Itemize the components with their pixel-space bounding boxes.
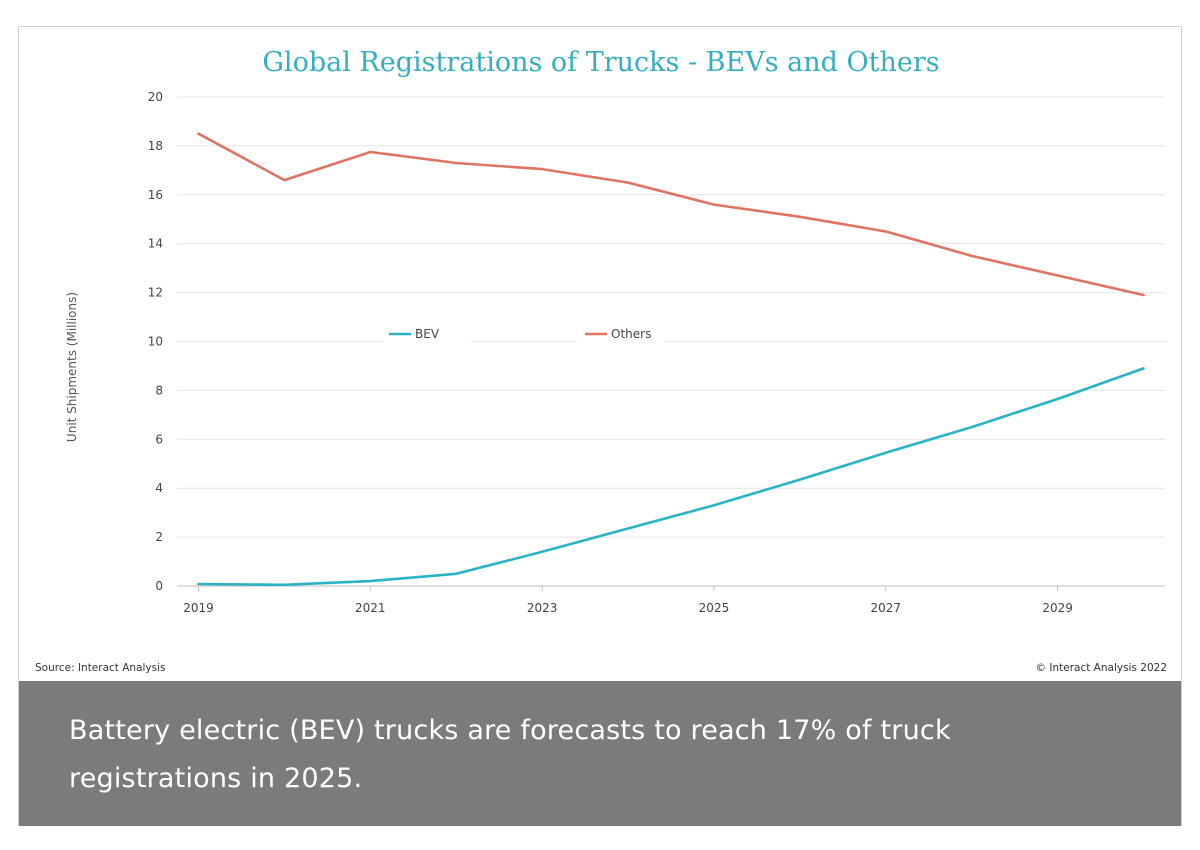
- y-tick-label: 10: [148, 335, 163, 349]
- line-chart: Global Registrations of Trucks - BEVs an…: [35, 47, 1167, 674]
- legend-item-bg: [381, 325, 471, 343]
- chart-title: Global Registrations of Trucks - BEVs an…: [262, 47, 939, 78]
- caption-text: Battery electric (BEV) trucks are foreca…: [69, 715, 951, 794]
- y-tick-label: 6: [155, 432, 163, 446]
- x-tick-label: 2023: [527, 601, 558, 615]
- series-line-others: [197, 132, 1145, 297]
- y-tick-label: 14: [148, 237, 163, 251]
- y-tick-label: 0: [155, 579, 163, 593]
- y-tick-label: 12: [148, 286, 163, 300]
- y-tick-label: 8: [155, 383, 163, 397]
- y-axis-label: Unit Shipments (Millions): [65, 292, 79, 442]
- x-tick-label: 2021: [355, 601, 386, 615]
- x-tick-label: 2027: [871, 601, 902, 615]
- x-tick-label: 2019: [183, 601, 214, 615]
- y-tick-label: 16: [148, 188, 163, 202]
- copyright-note: © Interact Analysis 2022: [1036, 662, 1167, 674]
- source-note: Source: Interact Analysis: [35, 662, 166, 674]
- y-tick-label: 18: [148, 139, 163, 153]
- legend-label-bev: BEV: [415, 327, 440, 341]
- y-tick-labels: 0 2 4 6 8 10 12 14 16 18 20: [148, 90, 163, 593]
- x-tick-labels: 2019 2021 2023 2025 2027 2029: [183, 586, 1073, 615]
- grid-lines: [177, 96, 1165, 587]
- series-line-bev: [197, 367, 1145, 587]
- series-lines: [197, 132, 1145, 587]
- y-tick-label: 20: [148, 90, 163, 104]
- x-tick-label: 2029: [1042, 601, 1073, 615]
- y-tick-label: 4: [155, 481, 163, 495]
- x-tick-label: 2025: [699, 601, 730, 615]
- legend: BEV Others: [381, 325, 667, 343]
- chart-card: Global Registrations of Trucks - BEVs an…: [18, 26, 1182, 826]
- legend-label-others: Others: [611, 327, 651, 341]
- caption-banner: Battery electric (BEV) trucks are foreca…: [19, 681, 1181, 826]
- legend-item-bg: [577, 325, 667, 343]
- y-tick-label: 2: [155, 530, 163, 544]
